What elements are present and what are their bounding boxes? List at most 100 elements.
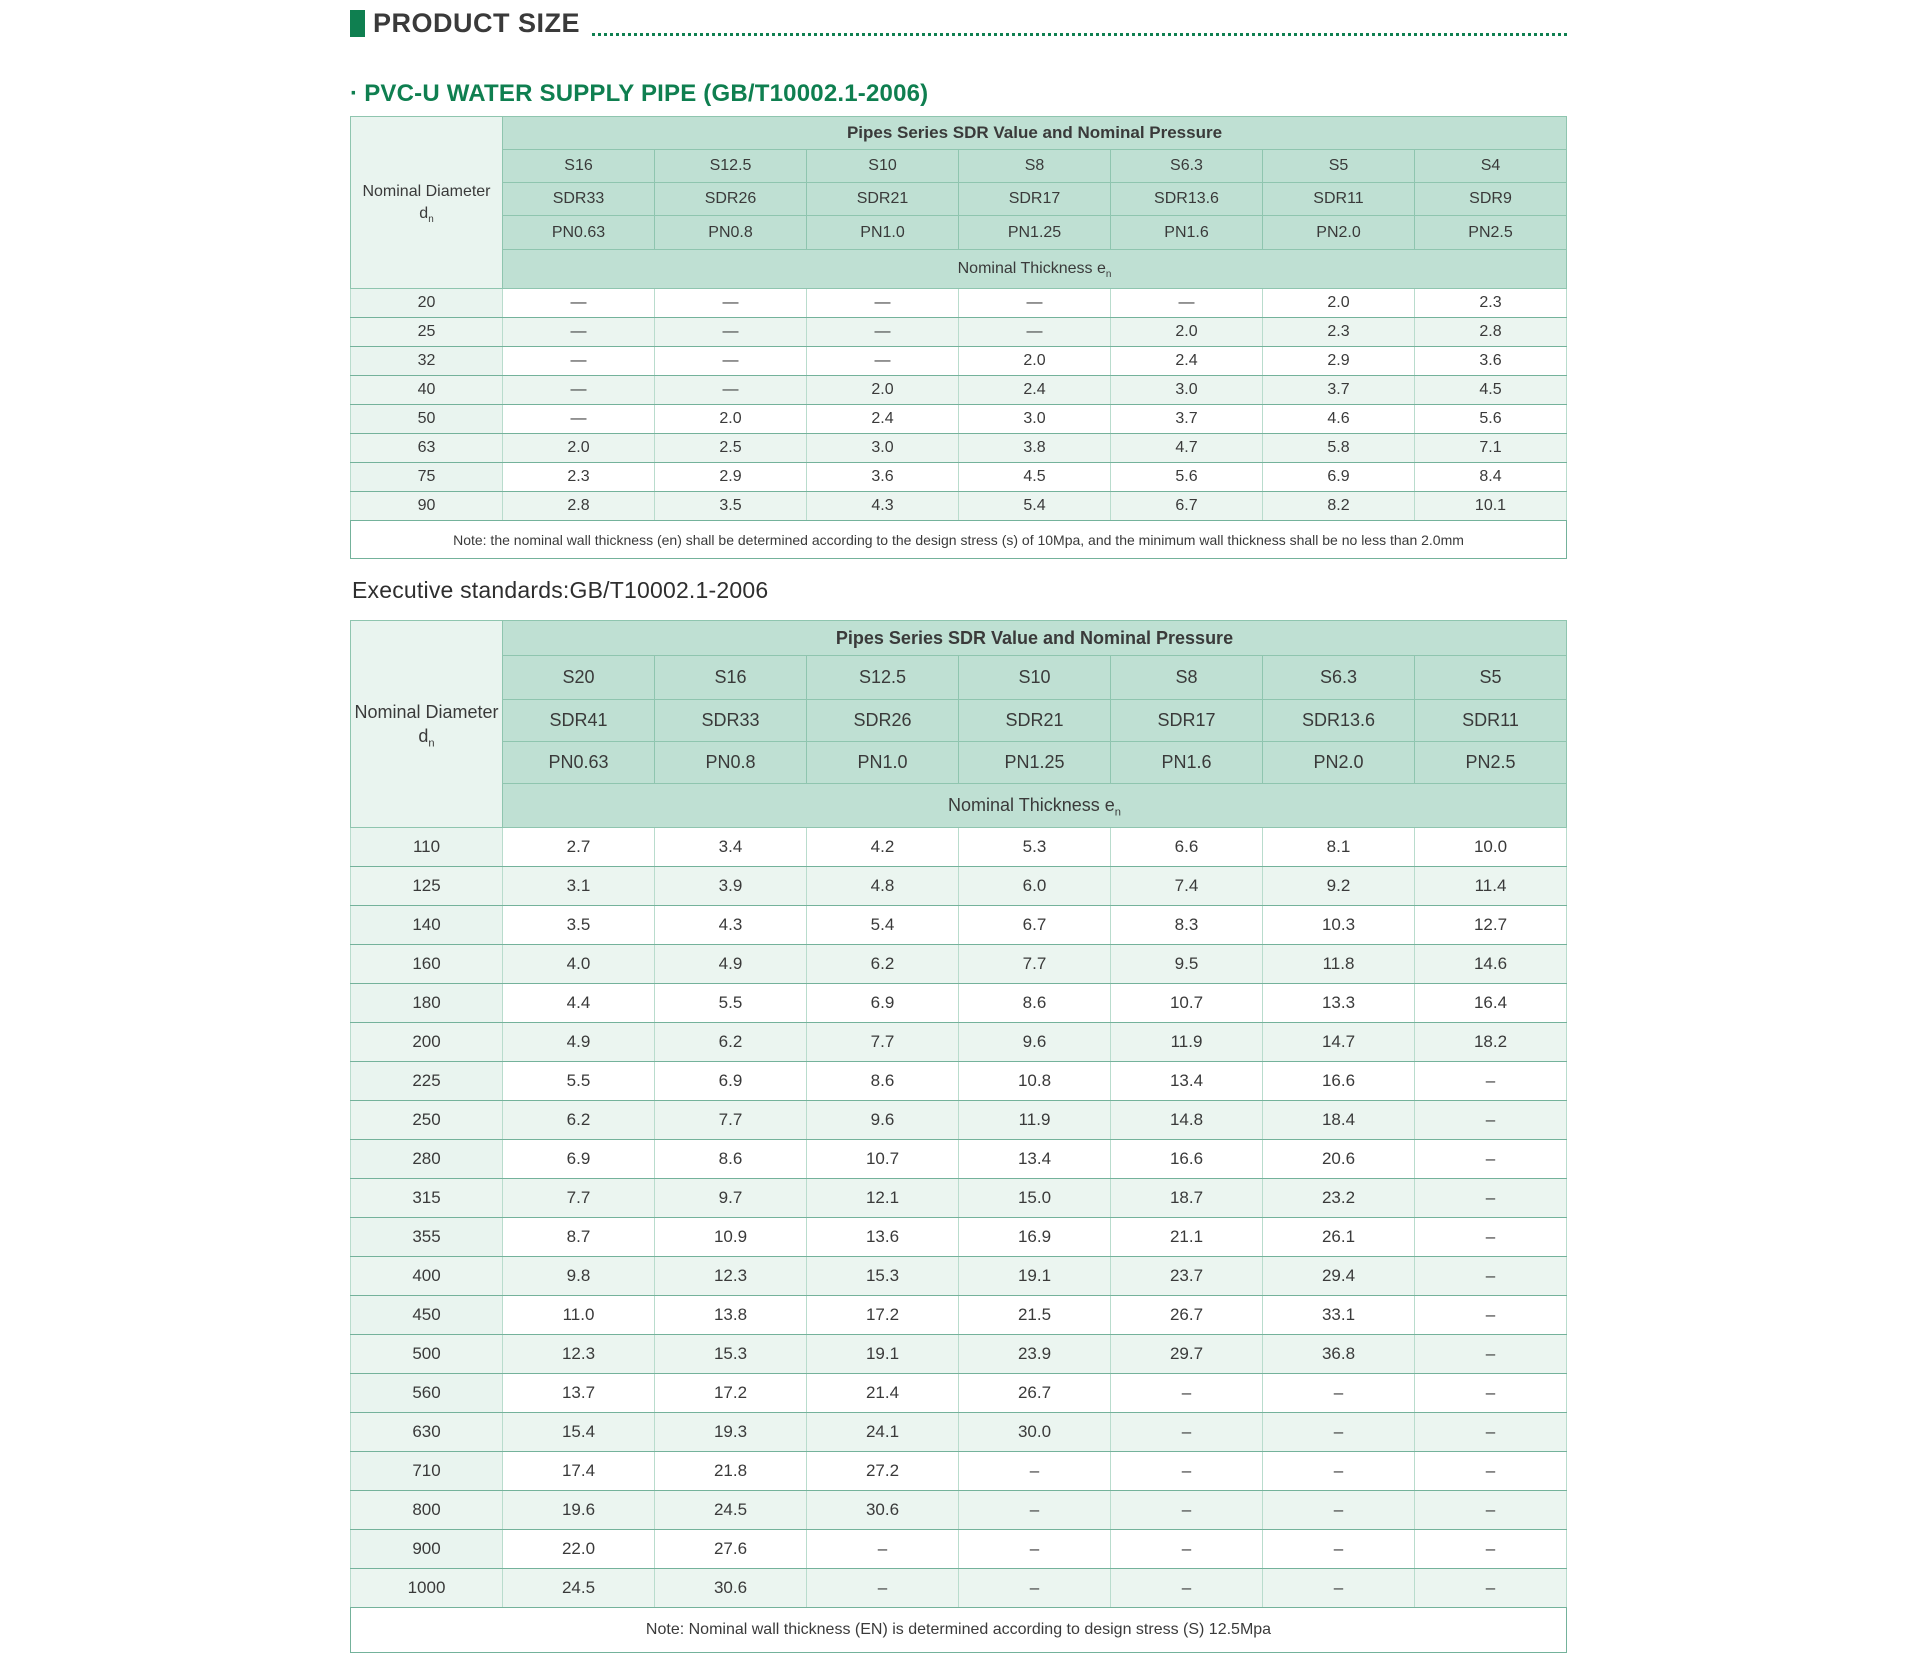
diameter-label-cell: 90: [350, 491, 503, 521]
thickness-value-cell: –: [1414, 1412, 1567, 1452]
diameter-label-cell: 160: [350, 944, 503, 984]
thickness-value-cell: 6.9: [502, 1139, 655, 1179]
thickness-value-cell: 2.4: [958, 375, 1111, 405]
thickness-value-cell: 8.1: [1262, 827, 1415, 867]
table-row: 630 15.4 19.3 24.1 30.0– – –: [350, 1412, 1567, 1452]
thickness-value-cell: —: [654, 375, 807, 405]
thickness-value-cell: 2.8: [1414, 317, 1567, 347]
sdr-header-cell: SDR21: [806, 182, 959, 216]
series-header-cell: S5: [1414, 655, 1567, 700]
thickness-value-cell: 13.4: [1110, 1061, 1263, 1101]
pn-header-cell: PN1.6: [1110, 215, 1263, 250]
table-row: 560 13.7 17.2 21.4 26.7– – –: [350, 1373, 1567, 1413]
thickness-value-cell: –: [1414, 1490, 1567, 1530]
table-row: PN0.63 PN0.8 PN1.0 PN1.25 PN1.6 PN2.0 PN2.5: [351, 741, 1567, 784]
thickness-value-cell: 26.1: [1262, 1217, 1415, 1257]
thickness-value-cell: 29.7: [1110, 1334, 1263, 1374]
table-row: S20 S16 S12.5 S10 S8 S6.3 S5: [351, 655, 1567, 700]
pn-header-cell: PN1.25: [958, 741, 1111, 784]
thickness-value-cell: 7.7: [958, 944, 1111, 984]
thickness-value-cell: 11.9: [958, 1100, 1111, 1140]
thickness-value-cell: 2.0: [806, 375, 959, 405]
thickness-value-cell: —: [654, 317, 807, 347]
table-row: 90 2.8 3.5 4.3 5.4 6.7 8.2 10.1: [350, 491, 1567, 521]
dot-leader-divider: [592, 33, 1567, 36]
table-row: 250 6.2 7.7 9.6 11.9 14.8 18.4–: [350, 1100, 1567, 1140]
thickness-value-cell: —: [806, 288, 959, 318]
diameter-label-cell: 75: [350, 462, 503, 492]
thickness-value-cell: 21.8: [654, 1451, 807, 1491]
thickness-value-cell: 18.7: [1110, 1178, 1263, 1218]
thickness-value-cell: 4.3: [806, 491, 959, 521]
thickness-value-cell: 6.7: [1110, 491, 1263, 521]
thickness-value-cell: 18.4: [1262, 1100, 1415, 1140]
table-row: S16 S12.5 S10 S8 S6.3 S5 S4: [351, 149, 1567, 183]
thickness-value-cell: 26.7: [958, 1373, 1111, 1413]
diameter-label-cell: 25: [350, 317, 503, 347]
thickness-value-cell: –: [1262, 1373, 1415, 1413]
thickness-value-cell: 18.2: [1414, 1022, 1567, 1062]
series-header-cell: S20: [502, 655, 655, 700]
thickness-value-cell: —: [654, 288, 807, 318]
thickness-value-cell: 4.0: [502, 944, 655, 984]
thickness-value-cell: 36.8: [1262, 1334, 1415, 1374]
thickness-value-cell: 10.9: [654, 1217, 807, 1257]
table-note: Note: Nominal wall thickness (EN) is det…: [350, 1607, 1567, 1653]
pn-header-cell: PN1.0: [806, 741, 959, 784]
diameter-label-cell: 50: [350, 404, 503, 434]
thickness-value-cell: 24.5: [502, 1568, 655, 1608]
table-row: 63 2.0 2.5 3.0 3.8 4.7 5.8 7.1: [350, 433, 1567, 463]
table-row: 225 5.5 6.9 8.6 10.8 13.4 16.6–: [350, 1061, 1567, 1101]
executive-standard-text: Executive standards:GB/T10002.1-2006: [352, 577, 769, 603]
table-row: 900 22.0 27.6– – – – –: [350, 1529, 1567, 1569]
diameter-label-cell: 500: [350, 1334, 503, 1374]
diameter-label-cell: 63: [350, 433, 503, 463]
diameter-label-cell: 315: [350, 1178, 503, 1218]
page-title: PRODUCT SIZE: [373, 8, 581, 38]
thickness-value-cell: –: [958, 1568, 1111, 1608]
thickness-value-cell: 6.9: [1262, 462, 1415, 492]
thickness-value-cell: 9.6: [806, 1100, 959, 1140]
sdr-header-cell: SDR17: [1110, 699, 1263, 742]
thickness-value-cell: 9.8: [502, 1256, 655, 1296]
thickness-value-cell: –: [958, 1490, 1111, 1530]
table-row: 160 4.0 4.9 6.2 7.7 9.5 11.8 14.6: [350, 944, 1567, 984]
thickness-value-cell: 3.4: [654, 827, 807, 867]
sdr-header-cell: SDR33: [654, 699, 807, 742]
thickness-value-cell: –: [1414, 1061, 1567, 1101]
thickness-value-cell: –: [1262, 1490, 1415, 1530]
diameter-label-cell: 900: [350, 1529, 503, 1569]
table-row: 25— — — —2.0 2.3 2.8: [350, 317, 1567, 347]
diameter-label-cell: 355: [350, 1217, 503, 1257]
thickness-value-cell: 17.2: [806, 1295, 959, 1335]
table-row: Note: Nominal wall thickness (EN) is det…: [350, 1607, 1567, 1653]
thickness-value-cell: 3.0: [806, 433, 959, 463]
table-row: 800 19.6 24.5 30.6– – – –: [350, 1490, 1567, 1530]
thickness-value-cell: 4.7: [1110, 433, 1263, 463]
thickness-value-cell: –: [1110, 1529, 1263, 1569]
sdr-header-cell: SDR13.6: [1110, 182, 1263, 216]
table-row: 355 8.7 10.9 13.6 16.9 21.1 26.1–: [350, 1217, 1567, 1257]
pn-header-cell: PN2.5: [1414, 741, 1567, 784]
thickness-value-cell: 8.6: [806, 1061, 959, 1101]
thickness-value-cell: 23.9: [958, 1334, 1111, 1374]
thickness-value-cell: —: [502, 288, 655, 318]
thickness-value-cell: 4.8: [806, 866, 959, 906]
thickness-value-cell: 8.2: [1262, 491, 1415, 521]
thickness-value-cell: –: [958, 1451, 1111, 1491]
thickness-value-cell: —: [1110, 288, 1263, 318]
diameter-label-cell: 32: [350, 346, 503, 376]
thickness-value-cell: 9.2: [1262, 866, 1415, 906]
thickness-value-cell: 3.5: [502, 905, 655, 945]
thickness-value-cell: –: [1110, 1451, 1263, 1491]
thickness-value-cell: 6.2: [502, 1100, 655, 1140]
thickness-value-cell: –: [958, 1529, 1111, 1569]
table-row: SDR33 SDR26 SDR21 SDR17 SDR13.6 SDR11 SDR9: [351, 182, 1567, 216]
diameter-label-cell: 1000: [350, 1568, 503, 1608]
thickness-value-cell: 30.6: [806, 1490, 959, 1530]
thickness-value-cell: 23.2: [1262, 1178, 1415, 1218]
thickness-value-cell: 2.4: [1110, 346, 1263, 376]
thickness-value-cell: 21.5: [958, 1295, 1111, 1335]
thickness-value-cell: 9.5: [1110, 944, 1263, 984]
thickness-value-cell: 19.6: [502, 1490, 655, 1530]
